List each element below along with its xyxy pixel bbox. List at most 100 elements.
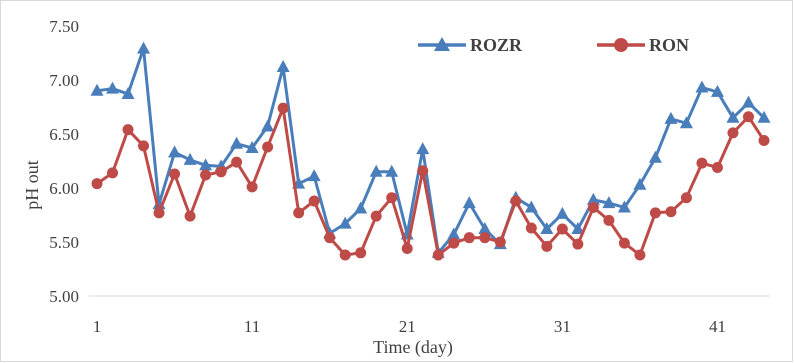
data-point-ron [153,207,165,219]
x-tick-label: 1 [93,317,102,336]
data-point-rozr [230,136,244,149]
data-point-rozr [447,227,461,240]
data-point-rozr [106,81,120,94]
legend-swatch-ron-marker [614,38,628,52]
data-point-rozr [261,119,275,132]
data-point-rozr [726,110,740,123]
x-tick-label: 21 [399,317,416,336]
y-axis-tick-labels: 5.00 5.50 6.00 6.50 7.00 7.50 [49,17,79,306]
data-point-rozr [137,41,151,54]
data-point-rozr [354,201,368,214]
data-point-ron [355,247,367,259]
x-axis-tick-labels: 1 11 21 31 41 [93,317,726,336]
legend: ROZR RON [418,35,689,55]
data-point-ron [541,240,553,252]
data-point-ron [308,195,320,207]
data-point-ron [215,166,227,178]
data-point-ron [494,236,506,248]
data-point-rozr [276,60,290,73]
data-point-rozr [307,169,321,182]
y-tick-label: 7.00 [49,71,79,90]
series-layer [90,41,771,261]
data-point-ron [758,134,770,146]
data-point-ron [680,192,692,204]
x-tick-label: 11 [244,317,260,336]
data-point-ron [370,210,382,222]
data-point-rozr [540,222,554,235]
data-point-rozr [369,164,383,177]
data-point-ron [401,242,413,254]
data-point-rozr [416,142,430,155]
legend-swatch-rozr-marker [434,37,450,51]
data-point-rozr [555,206,569,219]
data-point-ron [277,102,289,114]
x-axis-title: Time (day) [373,337,453,358]
data-point-rozr [679,116,693,129]
data-point-rozr [757,110,771,123]
data-point-ron [91,178,103,190]
data-point-rozr [602,196,616,209]
data-point-ron [742,111,754,123]
legend-item-rozr: ROZR [418,35,523,55]
data-point-rozr [90,83,104,96]
data-point-rozr [617,200,631,213]
data-point-ron [138,140,150,152]
data-point-ron [634,249,646,261]
data-point-ron [727,127,739,139]
data-point-ron [479,232,491,244]
data-point-ron [417,165,429,177]
legend-label-rozr: ROZR [470,35,523,55]
y-tick-label: 5.50 [49,233,79,252]
y-tick-label: 7.50 [49,17,79,36]
data-point-ron [556,223,568,235]
data-point-rozr [664,111,678,124]
data-point-ron [324,232,336,244]
data-point-rozr [199,158,213,171]
data-point-rozr [183,152,197,165]
legend-label-ron: RON [649,35,689,55]
data-point-ron [510,195,522,207]
data-point-ron [665,206,677,218]
legend-item-ron: RON [597,35,689,55]
data-point-ron [587,201,599,213]
y-axis-title: pH out [22,160,42,210]
data-point-ron [262,141,274,153]
series-ron [91,102,770,261]
series-ron-line [96,106,766,257]
series-rozr-line [96,47,766,255]
data-point-ron [122,124,134,136]
data-point-rozr [695,80,709,93]
data-point-rozr [245,141,259,154]
data-point-rozr [338,216,352,229]
data-point-ron [231,156,243,168]
data-point-ron [246,181,258,193]
data-point-ron [432,249,444,261]
data-point-ron [200,169,212,181]
data-point-rozr [710,84,724,97]
data-point-ron [107,167,119,179]
y-tick-label: 6.00 [49,179,79,198]
data-point-rozr [168,145,182,158]
data-point-rozr [524,200,538,213]
data-point-ron [448,237,460,249]
x-tick-label: 31 [554,317,571,336]
data-point-rozr [633,177,647,190]
y-tick-label: 5.00 [49,287,79,306]
data-point-rozr [586,192,600,205]
data-point-rozr [385,164,399,177]
data-point-ron [572,238,584,250]
data-point-ron [649,207,661,219]
data-point-ron [184,210,196,222]
data-point-ron [463,232,475,244]
y-tick-label: 6.50 [49,125,79,144]
data-point-rozr [741,95,755,108]
data-point-rozr [462,196,476,209]
data-point-ron [696,157,708,169]
series-rozr [90,41,771,258]
data-point-ron [339,249,351,261]
data-point-ron [711,161,723,173]
data-point-rozr [121,87,135,100]
data-point-rozr [478,222,492,235]
